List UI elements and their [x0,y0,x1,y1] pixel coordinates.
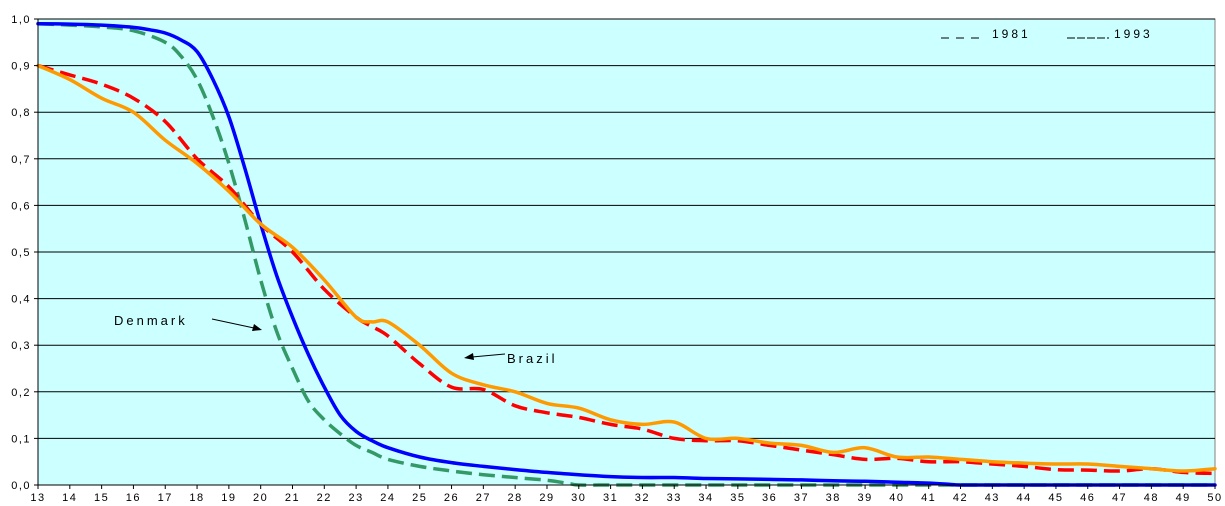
annotation-denmark-label: Denmark [114,313,188,328]
x-tick-label: 14 [62,492,77,504]
annotation-denmark-arrow [211,318,255,329]
y-tick-label: 0,2 [11,387,31,399]
y-tick-label: 0,5 [11,247,31,259]
legend: 1981 1993 [941,27,1153,41]
legend-label-1981: 1981 [992,27,1031,41]
annotation-denmark-arrowhead [252,324,262,331]
x-tick-label: 37 [794,492,809,504]
y-tick-label: 0,6 [11,200,31,212]
y-tick-label: 0,3 [11,340,31,352]
y-tick-label: 0,9 [11,61,31,73]
x-tick-label: 34 [698,492,713,504]
annotation-brazil-label: Brazil [507,351,558,366]
y-tick-label: 0,8 [11,107,31,119]
y-tick-label: 0,7 [11,154,31,166]
x-tick-label: 33 [667,492,682,504]
x-tick-label: 46 [1080,492,1095,504]
x-tick-label: 42 [953,492,968,504]
x-tick-label: 19 [221,492,236,504]
x-tick-label: 16 [126,492,141,504]
x-tick-label: 30 [571,492,586,504]
y-tick-label: 0,0 [11,480,31,492]
x-tick-label: 43 [985,492,1000,504]
y-tick-label: 0,1 [11,433,31,445]
x-tick-label: 45 [1048,492,1063,504]
x-tick-label: 38 [826,492,841,504]
x-tick-label: 47 [1112,492,1127,504]
annotation-brazil-arrowhead [464,353,474,360]
x-tick-label: 40 [889,492,904,504]
x-tick-label: 15 [94,492,109,504]
x-tick-label: 31 [603,492,618,504]
x-tick-label: 24 [380,492,395,504]
x-tick-label: 26 [444,492,459,504]
annotation-brazil: Brazil [464,351,558,366]
annotation-denmark: Denmark [114,313,262,331]
gridlines [38,18,1215,439]
x-tick-label: 13 [30,492,45,504]
x-tick-label: 17 [158,492,173,504]
series-line-brazil-1993 [36,63,1217,473]
x-tick-label: 25 [412,492,427,504]
x-tick-label: 22 [317,492,332,504]
x-tick-label: 44 [1017,492,1032,504]
x-tick-label: 23 [348,492,363,504]
x-tick-label: 20 [253,492,268,504]
x-tick-label: 35 [730,492,745,504]
x-tick-label: 49 [1176,492,1191,504]
legend-label-1993: 1993 [1114,27,1153,41]
y-tick-label: 0,4 [11,294,31,306]
x-tick-labels: 13 14 15 16 17 18 19 20 21 22 23 24 25 26 27 28 29 30 31 32… [30,485,1222,504]
x-tick-label: 36 [762,492,777,504]
annotation-brazil-arrow [471,353,506,358]
x-tick-label: 32 [635,492,650,504]
x-tick-label: 50 [1207,492,1222,504]
x-tick-label: 39 [857,492,872,504]
x-tick-label: 28 [508,492,523,504]
y-tick-label: 1,0 [11,14,31,26]
x-tick-label: 27 [476,492,491,504]
x-tick-label: 41 [921,492,936,504]
x-tick-label: 29 [539,492,554,504]
x-tick-label: 21 [285,492,300,504]
series-line-brazil-1981 [37,63,1216,476]
x-tick-label: 18 [189,492,204,504]
x-tick-label: 48 [1144,492,1159,504]
y-tick-labels: 0,0 0,1 0,2 0,3 0,4 0,5 0,6 0,7 0,8 0,9 1,0 [11,14,38,492]
